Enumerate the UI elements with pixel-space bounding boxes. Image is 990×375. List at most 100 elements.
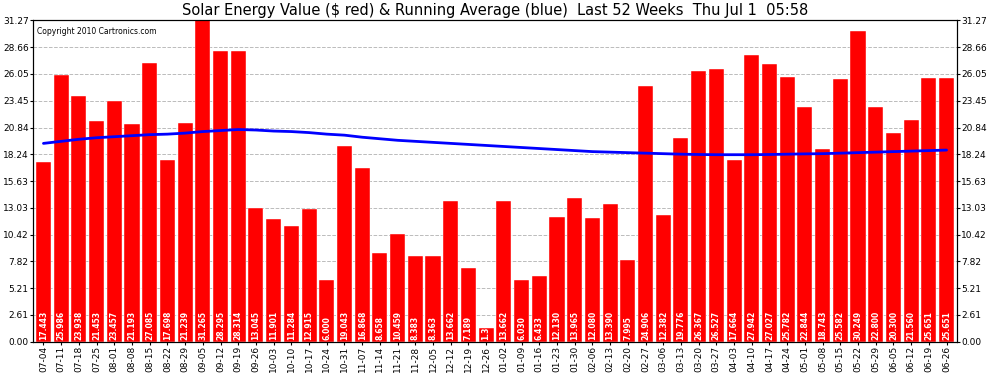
Text: 8.658: 8.658 [375,316,384,340]
Text: 30.249: 30.249 [853,311,862,340]
Text: 28.314: 28.314 [234,311,243,340]
Text: 23.457: 23.457 [110,311,119,340]
Text: 22.800: 22.800 [871,311,880,340]
Bar [744,54,759,342]
Text: 25.651: 25.651 [925,311,934,340]
Bar [496,201,512,342]
Text: 26.367: 26.367 [694,311,703,340]
Bar [89,121,104,342]
Bar [354,168,369,342]
Bar [213,51,228,342]
Text: 25.782: 25.782 [783,311,792,340]
Bar [408,256,423,342]
Bar [709,69,724,342]
Bar [868,107,883,342]
Text: 8.383: 8.383 [411,316,420,340]
Bar [621,260,636,342]
Text: 20.300: 20.300 [889,311,898,340]
Text: 12.915: 12.915 [305,311,314,340]
Text: 24.906: 24.906 [641,311,650,340]
Bar [549,217,564,342]
Title: Solar Energy Value ($ red) & Running Average (blue)  Last 52 Weeks  Thu Jul 1  0: Solar Energy Value ($ red) & Running Ave… [182,3,808,18]
Bar [177,123,193,342]
Text: 27.942: 27.942 [747,311,756,340]
Text: 17.664: 17.664 [730,311,739,340]
Text: 31.265: 31.265 [198,311,207,340]
Bar [284,226,299,342]
Text: 27.027: 27.027 [765,311,774,340]
Bar [850,31,865,342]
Bar [107,100,122,342]
Bar [940,78,954,342]
Text: 13.965: 13.965 [570,311,579,340]
Bar [797,107,813,342]
Text: 1.364: 1.364 [482,316,491,340]
Text: 6.030: 6.030 [517,316,526,340]
Text: 6.433: 6.433 [535,316,544,340]
Bar [195,20,210,342]
Text: 7.995: 7.995 [624,316,633,340]
Bar [302,209,317,342]
Text: 28.295: 28.295 [216,311,225,340]
Text: 25.582: 25.582 [836,311,844,340]
Bar [567,198,582,342]
Bar [266,219,281,342]
Bar [248,208,263,342]
Text: 13.390: 13.390 [606,311,615,340]
Text: 19.043: 19.043 [340,311,349,340]
Text: 21.193: 21.193 [128,311,137,340]
Text: 21.560: 21.560 [907,311,916,340]
Text: 25.651: 25.651 [942,311,951,340]
Bar [337,146,352,342]
Bar [603,204,618,342]
Text: 19.776: 19.776 [676,311,685,340]
Bar [691,71,706,342]
Text: 16.868: 16.868 [357,311,366,340]
Bar [71,96,86,342]
Bar [444,201,458,342]
Bar [780,77,795,342]
Bar [36,162,50,342]
Text: 10.459: 10.459 [393,311,402,340]
Bar [390,234,405,342]
Bar [426,256,441,342]
Text: 25.986: 25.986 [56,311,65,340]
Bar [886,133,901,342]
Bar [727,160,742,342]
Bar [655,214,671,342]
Bar [125,124,140,342]
Bar [815,149,831,342]
Bar [762,64,777,342]
Bar [461,268,476,342]
Bar [478,328,494,342]
Bar [372,253,387,342]
Text: 12.130: 12.130 [552,311,561,340]
Text: 13.045: 13.045 [251,311,260,340]
Text: 11.901: 11.901 [269,311,278,340]
Bar [532,276,546,342]
Text: 26.527: 26.527 [712,311,721,340]
Bar [53,75,68,342]
Bar [922,78,937,342]
Text: 21.239: 21.239 [180,311,190,340]
Text: 7.189: 7.189 [464,316,473,340]
Text: 21.453: 21.453 [92,311,101,340]
Text: 13.662: 13.662 [446,311,455,340]
Text: 17.698: 17.698 [163,311,172,340]
Text: 12.382: 12.382 [658,311,667,340]
Text: 23.938: 23.938 [74,311,83,340]
Bar [319,280,335,342]
Text: 8.363: 8.363 [429,316,438,340]
Text: 13.662: 13.662 [499,311,508,340]
Bar [673,138,688,342]
Text: 6.000: 6.000 [323,316,332,340]
Bar [833,79,847,342]
Text: 12.080: 12.080 [588,311,597,340]
Bar [159,160,175,342]
Bar [143,63,157,342]
Bar [904,120,919,342]
Text: 27.085: 27.085 [146,311,154,340]
Text: 11.284: 11.284 [287,311,296,340]
Bar [638,86,653,342]
Bar [514,280,529,342]
